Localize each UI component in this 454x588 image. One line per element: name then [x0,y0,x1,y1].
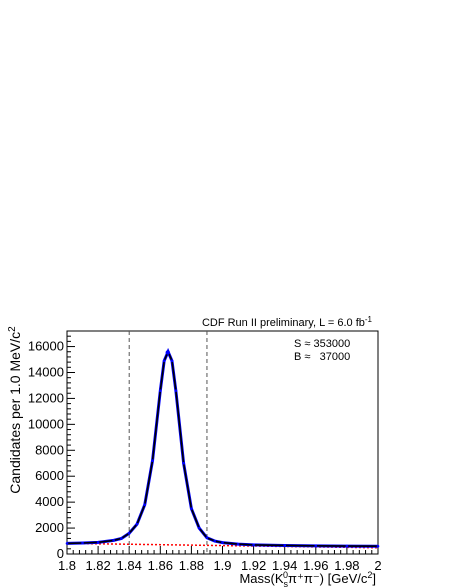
x-tick-label: 1.96 [303,558,328,573]
x-tick-label: 2 [374,558,381,573]
data-point [236,542,240,546]
title-superscript: -1 [365,315,373,324]
data-point [162,359,166,363]
data-point [159,389,162,392]
data-point [151,459,154,462]
data-point [205,536,209,540]
y-tick-label: 10000 [28,416,64,431]
x-tick-label: 1.98 [334,558,359,573]
data-point [182,461,185,465]
data-point [190,507,193,510]
x-tick-label: 1.82 [85,558,110,573]
data-point [376,544,380,548]
x-tick-label: 1.84 [117,558,142,573]
y-tick-label: 2000 [35,520,64,535]
y-tick-label: 0 [57,546,64,561]
x-axis-label-sub: s [284,579,289,588]
x-tick-label: 1.92 [241,558,266,573]
x-tick-label: 1.8 [58,558,76,573]
x-tick-label: 1.88 [179,558,204,573]
total-fit-line [66,349,379,547]
data-point [197,526,201,530]
data-point [96,541,100,544]
chart-title: CDF Run II preliminary, L = 6.0 fb-1 [202,315,373,329]
data-point [174,389,178,392]
data-point [252,543,255,547]
data-point [345,544,349,548]
data-point [170,359,174,363]
x-tick-label: 1.9 [213,558,231,573]
x-axis-label: Mass(Ks0π⁺π⁻) [GeV/c2] [239,570,376,588]
plot-frame [66,330,379,555]
y-tick-label: 8000 [35,442,64,457]
y-axis-label-superscript: 2 [7,326,18,332]
y-tick-label: 4000 [35,494,64,509]
x-axis-label-close: ] [372,571,376,586]
data-point [120,537,123,540]
signal-annotation: S ≈ 353000 [294,338,350,350]
data-point [213,539,217,543]
data-series-band [66,347,379,548]
data-point [65,542,69,545]
data-point [143,503,147,507]
y-tick-label: 14000 [28,364,64,379]
data-point [81,541,84,545]
x-axis-label-sup2: 2 [367,570,372,580]
background-annotation: B ≈ 37000 [294,351,350,363]
y-axis-label: Candidates per 1.0 MeV/c2 [7,326,23,494]
y-tick-label: 6000 [35,468,64,483]
peak-data-point [165,350,170,355]
data-point [112,539,115,542]
y-tick-label: 16000 [28,339,64,354]
x-axis-label-rest: π⁺π⁻) [GeV/c [288,571,368,586]
data-point [221,541,224,544]
y-tick-label: 12000 [28,390,64,405]
data-point [283,544,287,547]
data-point [314,544,318,548]
data-point [127,531,131,535]
data-point [135,522,139,526]
x-tick-label: 1.94 [272,558,297,573]
x-axis-label-sup: 0 [283,570,288,580]
x-tick-label: 1.86 [148,558,173,573]
